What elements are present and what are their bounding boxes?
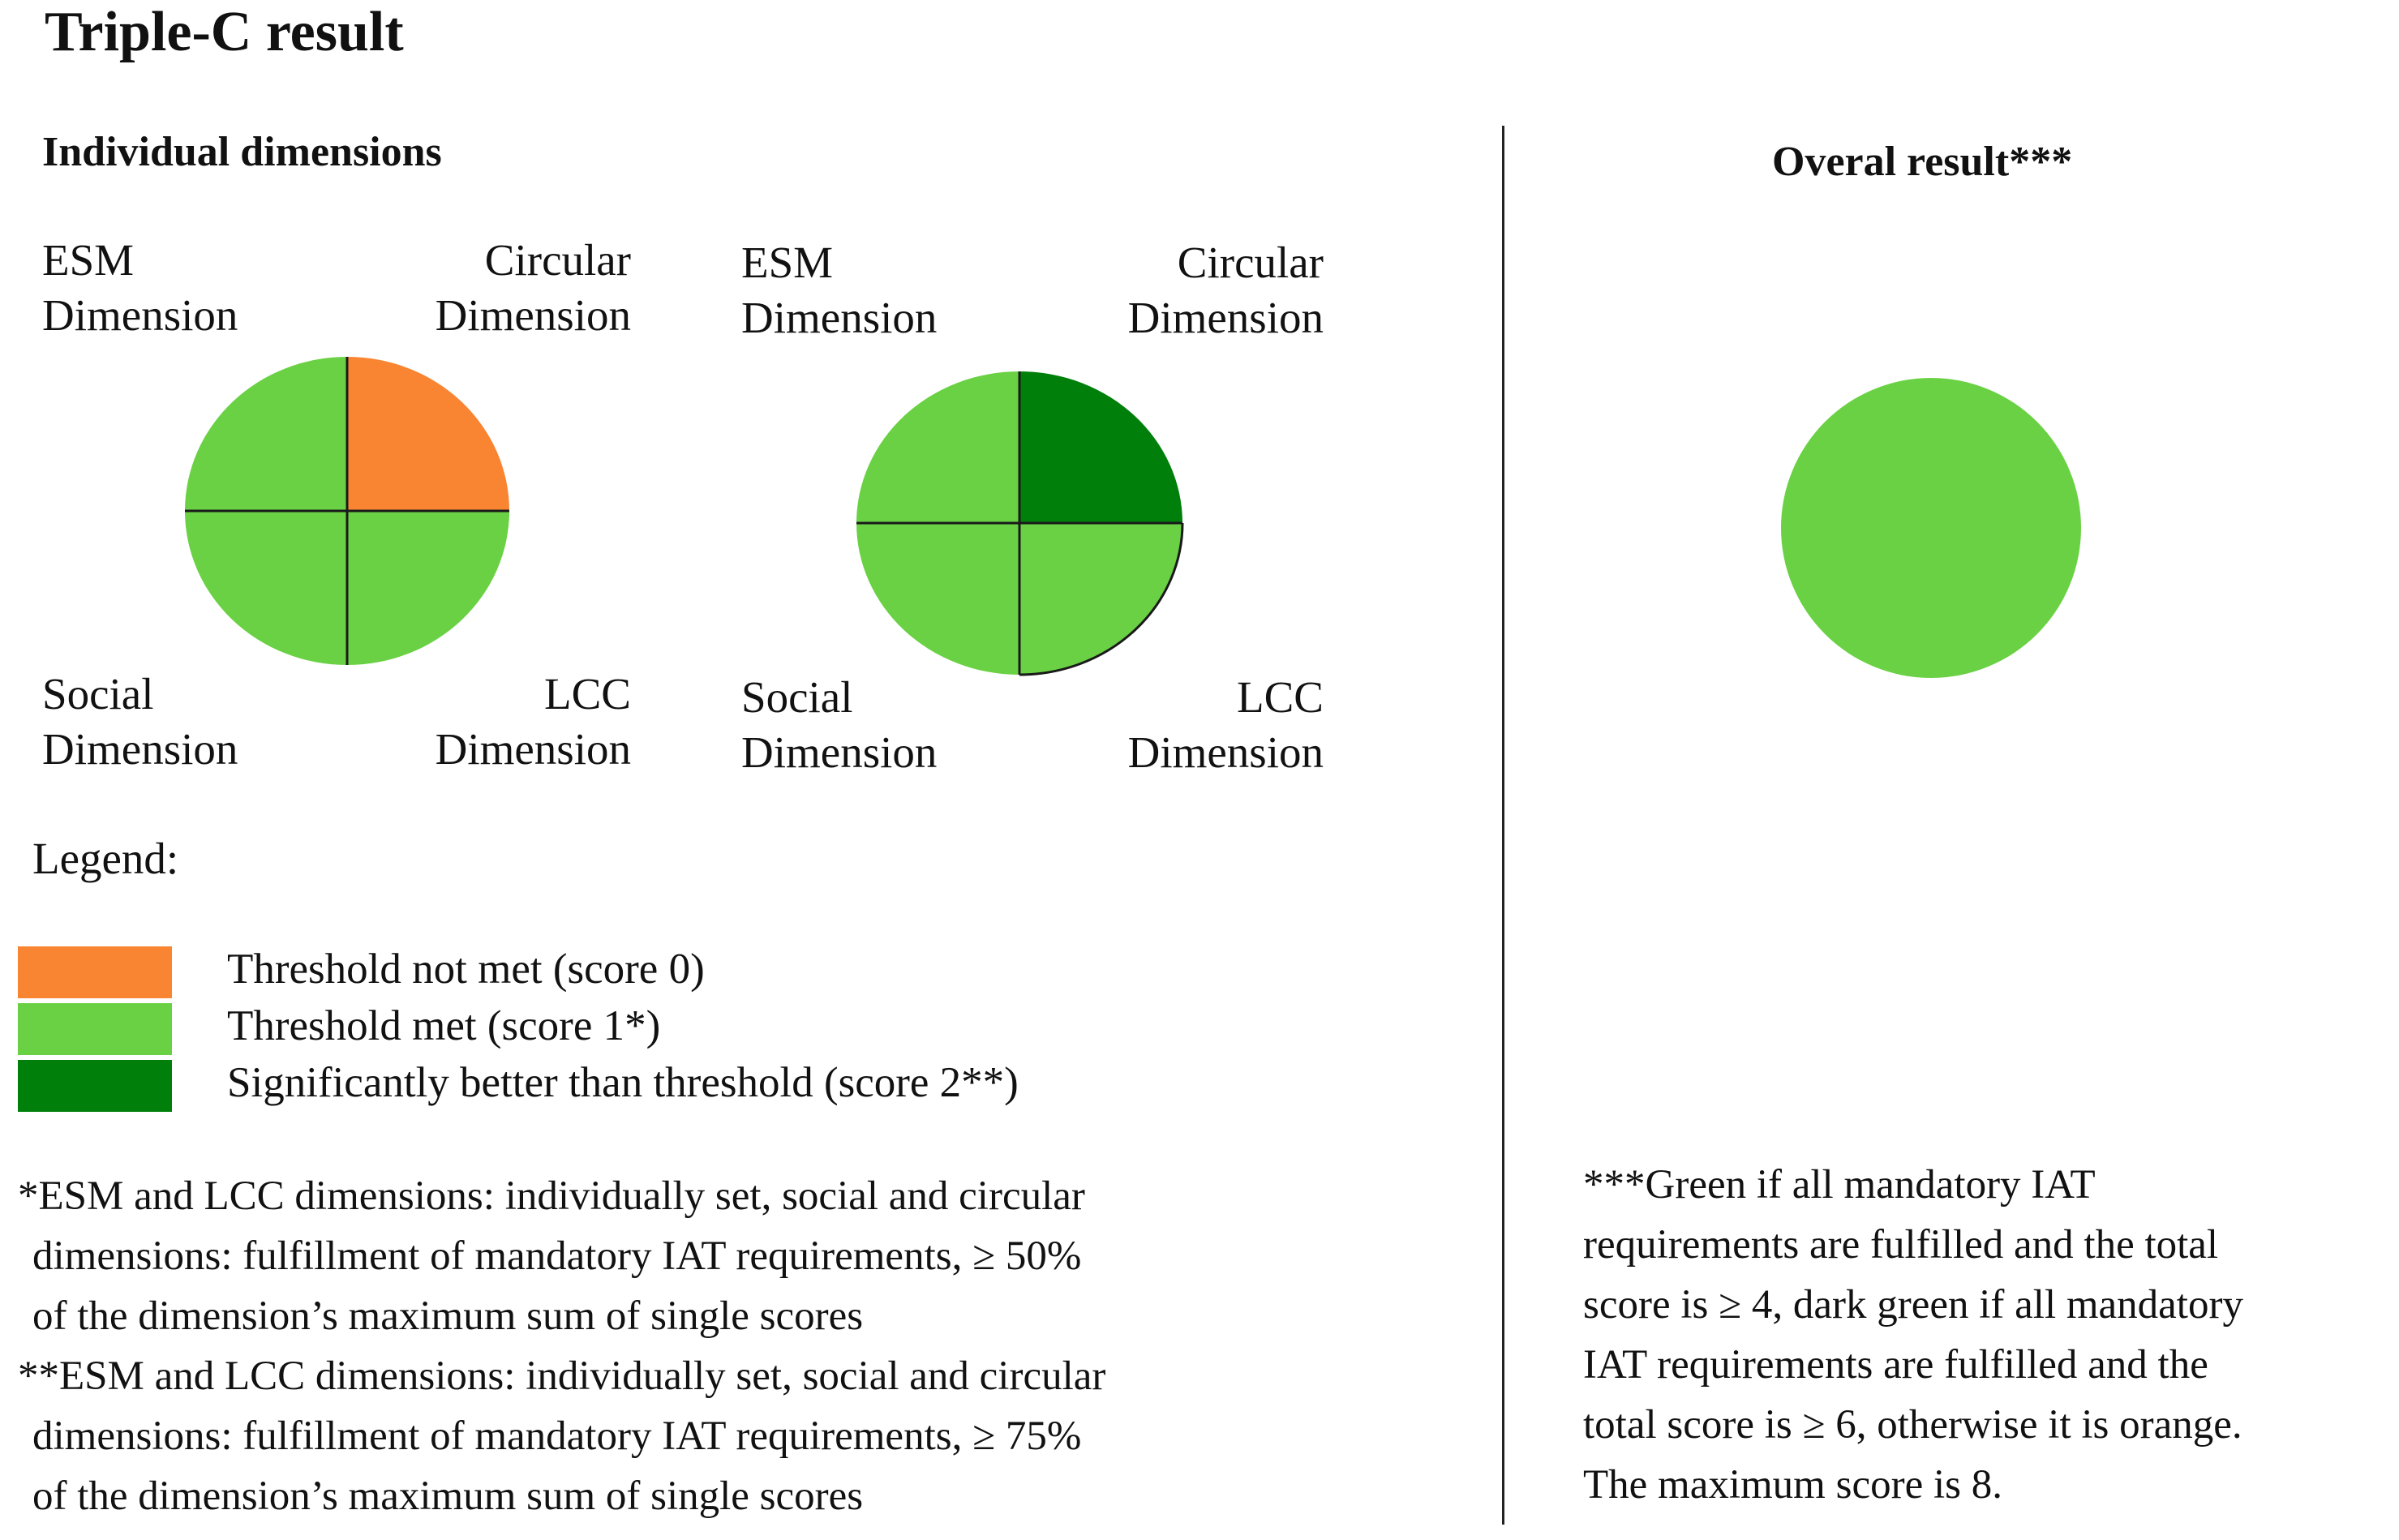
chart2-quadrant-lcc [1019, 523, 1182, 675]
chart1-label-esm: ESM Dimension [42, 235, 238, 340]
overall-result-heading: Overal result*** [1772, 139, 2073, 185]
legend-swatch-score1 [18, 1003, 172, 1055]
chart1-quadrant-social [185, 511, 347, 665]
overall-result-fill [1781, 378, 2081, 678]
legend-swatch-score0 [18, 946, 172, 998]
overall-result-circle [1781, 378, 2081, 678]
legend-label-score0: Threshold not met (score 0) [227, 946, 705, 993]
legend-swatch-score2 [18, 1060, 172, 1112]
footnote-double-star: **ESM and LCC dimensions: individually s… [18, 1353, 1106, 1519]
chart1-quadrant-esm [185, 357, 347, 511]
chart1-label-social: Social Dimension [42, 669, 238, 774]
chart1-label-lcc: LCC Dimension [435, 669, 631, 774]
chart2-quadrant-circular [1019, 371, 1182, 523]
legend-title: Legend: [32, 834, 179, 883]
chart2-pie [856, 371, 1184, 676]
page-title: Triple-C result [45, 1, 404, 63]
chart2-label-lcc: LCC Dimension [1127, 672, 1324, 777]
chart2-lcc-arc-outline [1019, 522, 1184, 676]
individual-dimensions-heading: Individual dimensions [42, 129, 442, 175]
legend-label-score1: Threshold met (score 1*) [227, 1002, 661, 1049]
chart2-label-esm: ESM Dimension [741, 238, 938, 342]
footnote-triple-star: ***Green if all mandatory IAT requiremen… [1583, 1162, 2243, 1508]
chart1-quadrant-circular [347, 357, 509, 511]
legend-label-score2: Significantly better than threshold (sco… [227, 1059, 1019, 1106]
vertical-section-divider [1502, 126, 1504, 1525]
chart2-quadrant-esm [856, 371, 1019, 523]
chart2-label-social: Social Dimension [741, 672, 938, 777]
chart2-label-circular: Circular Dimension [1127, 238, 1324, 342]
chart1-label-circular: Circular Dimension [435, 235, 631, 340]
chart2-quadrant-social [856, 523, 1019, 675]
chart1-pie [185, 357, 509, 665]
chart1-quadrant-lcc [347, 511, 509, 665]
footnote-single-star: *ESM and LCC dimensions: individually se… [18, 1173, 1085, 1339]
